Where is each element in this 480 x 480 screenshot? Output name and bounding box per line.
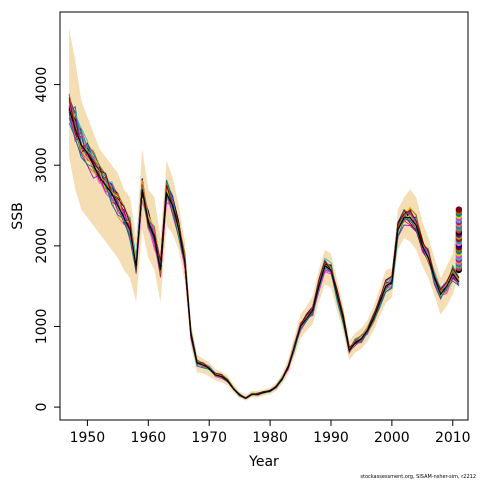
- x-tick-label: 1990: [313, 430, 349, 446]
- x-axis-title: Year: [248, 454, 279, 470]
- x-tick-label: 1970: [191, 430, 227, 446]
- x-tick-label: 2010: [435, 430, 471, 446]
- final-year-point: [455, 206, 463, 213]
- footnote: stockassessment.org, SISAM-nsher-sim, r2…: [360, 474, 476, 480]
- y-tick-label: 1000: [34, 309, 50, 345]
- y-tick-label: 3000: [34, 147, 50, 183]
- x-axis: 1950 1960 1970 1980 1990 2000 2010: [70, 420, 471, 446]
- central-estimate-line: [68, 108, 460, 399]
- final-points-layer: [455, 206, 463, 274]
- x-tick-label: 1960: [130, 430, 166, 446]
- y-tick-label: 2000: [34, 228, 50, 264]
- replicate-lines-layer: [68, 93, 460, 400]
- x-tick-label: 1950: [70, 430, 106, 446]
- plot-frame: [59, 11, 469, 421]
- y-axis-title: SSB: [10, 202, 26, 229]
- y-tick-label: 4000: [34, 67, 50, 103]
- y-axis: 0 1000 2000 3000 4000: [34, 67, 60, 412]
- x-tick-label: 1980: [252, 430, 288, 446]
- y-tick-label: 0: [34, 403, 50, 412]
- x-tick-label: 2000: [374, 430, 410, 446]
